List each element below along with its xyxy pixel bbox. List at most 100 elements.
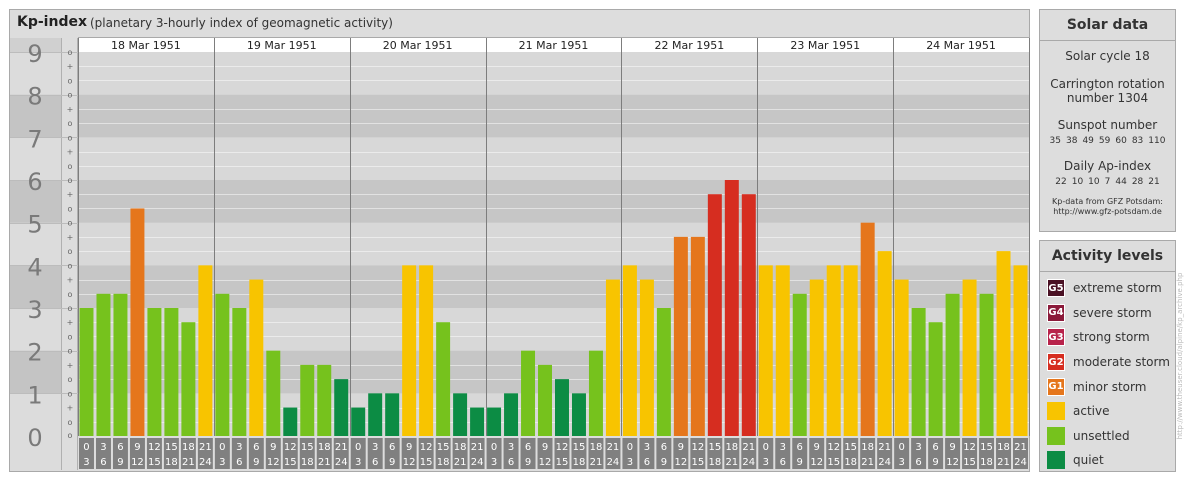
kp-bar	[673, 236, 688, 436]
sunspot-value: 60	[1115, 136, 1127, 146]
time-end-label: 24	[1014, 457, 1027, 468]
time-cell	[418, 438, 434, 469]
kp-bar	[622, 265, 637, 436]
kp-bar	[113, 293, 128, 436]
time-cell	[690, 438, 706, 469]
time-end-label: 6	[508, 457, 514, 468]
kp-bar	[894, 279, 909, 436]
time-start-label: 3	[372, 442, 378, 453]
carrington-line-2: number 1304	[1066, 91, 1149, 105]
time-end-label: 15	[827, 457, 840, 468]
time-start-label: 12	[827, 442, 840, 453]
y-tick-label: 8	[27, 83, 42, 111]
y-tick-label: 2	[27, 339, 42, 367]
minor-tick-label: o	[68, 290, 73, 299]
time-start-label: 15	[980, 442, 993, 453]
source-line-2[interactable]: http://www.gfz-potsdam.de	[1053, 207, 1162, 216]
time-cell	[401, 438, 417, 469]
kp-bar	[826, 265, 841, 436]
time-end-label: 24	[742, 457, 755, 468]
y-tick-label: 7	[27, 125, 42, 153]
time-end-label: 15	[963, 457, 976, 468]
time-end-label: 3	[355, 457, 361, 468]
time-start-label: 18	[861, 442, 874, 453]
kp-bar	[317, 364, 332, 436]
time-end-label: 15	[420, 457, 433, 468]
time-cell	[758, 438, 774, 469]
kp-bar	[402, 265, 417, 436]
time-start-label: 12	[963, 442, 976, 453]
time-cell	[231, 438, 247, 469]
legend-item: G2 moderate storm	[1040, 350, 1175, 375]
y-tick-label: 4	[27, 253, 42, 281]
kp-bar	[232, 308, 247, 436]
legend-item: G4 severe storm	[1040, 301, 1175, 326]
time-cell	[503, 438, 519, 469]
time-start-label: 12	[148, 442, 161, 453]
time-end-label: 9	[797, 457, 803, 468]
time-end-label: 6	[644, 457, 650, 468]
time-cell	[843, 438, 859, 469]
kp-bar	[470, 407, 485, 436]
time-end-label: 24	[335, 457, 348, 468]
day-label: 18 Mar 1951	[111, 39, 181, 52]
sunspot-values: 35 38 49 59 60 83 110	[1040, 136, 1175, 146]
time-cell	[299, 438, 315, 469]
time-start-label: 3	[236, 442, 242, 453]
time-end-label: 6	[915, 457, 921, 468]
time-start-label: 6	[253, 442, 259, 453]
time-start-label: 0	[219, 442, 225, 453]
time-end-label: 21	[861, 457, 874, 468]
time-end-label: 12	[539, 457, 552, 468]
kp-bar	[300, 364, 315, 436]
minor-tick-label: o	[68, 133, 73, 142]
y-axis-band	[10, 52, 61, 95]
minor-tick-label: o	[68, 261, 73, 270]
kp-bar	[419, 265, 434, 436]
time-start-label: 3	[508, 442, 514, 453]
kp-bar	[945, 293, 960, 436]
time-end-label: 18	[437, 457, 450, 468]
kp-bar	[605, 279, 620, 436]
time-end-label: 3	[898, 457, 904, 468]
legend-swatch: G4	[1047, 303, 1065, 322]
time-start-label: 3	[780, 442, 786, 453]
kp-bar	[164, 308, 179, 436]
solar-cycle: Solar cycle 18	[1065, 49, 1150, 63]
minor-tick-label: +	[67, 62, 74, 71]
y-axis-band	[10, 393, 61, 436]
minor-tick-label: +	[67, 404, 74, 413]
kp-bar	[130, 208, 145, 436]
time-start-label: 9	[134, 442, 140, 453]
kp-bar	[249, 279, 264, 436]
ap-value: 44	[1115, 177, 1127, 187]
minor-tick-label: +	[67, 105, 74, 114]
minor-tick-label: o	[68, 204, 73, 213]
time-end-label: 12	[267, 457, 280, 468]
sunspot-value: 35	[1049, 136, 1061, 146]
time-cell	[333, 438, 349, 469]
kp-bar	[724, 180, 739, 436]
time-end-label: 18	[165, 457, 178, 468]
minor-tick-label: o	[68, 304, 73, 313]
time-end-label: 12	[403, 457, 416, 468]
time-start-label: 21	[335, 442, 348, 453]
time-start-label: 15	[844, 442, 857, 453]
time-start-label: 21	[1014, 442, 1027, 453]
time-start-label: 0	[355, 442, 361, 453]
legend-item: G5 extreme storm	[1040, 276, 1175, 301]
time-cell	[112, 438, 128, 469]
time-end-label: 24	[607, 457, 620, 468]
kp-bar	[741, 194, 756, 436]
time-cell	[350, 438, 366, 469]
chart-subtitle: (planetary 3-hourly index of geomagnetic…	[90, 16, 393, 30]
minor-tick-label: o	[68, 431, 73, 440]
time-end-label: 6	[236, 457, 242, 468]
time-cell	[571, 438, 587, 469]
time-cell	[163, 438, 179, 469]
time-end-label: 9	[525, 457, 531, 468]
time-start-label: 9	[814, 442, 820, 453]
time-end-label: 21	[318, 457, 331, 468]
day-label: 20 Mar 1951	[383, 39, 453, 52]
sunspot-value: 49	[1082, 136, 1094, 146]
